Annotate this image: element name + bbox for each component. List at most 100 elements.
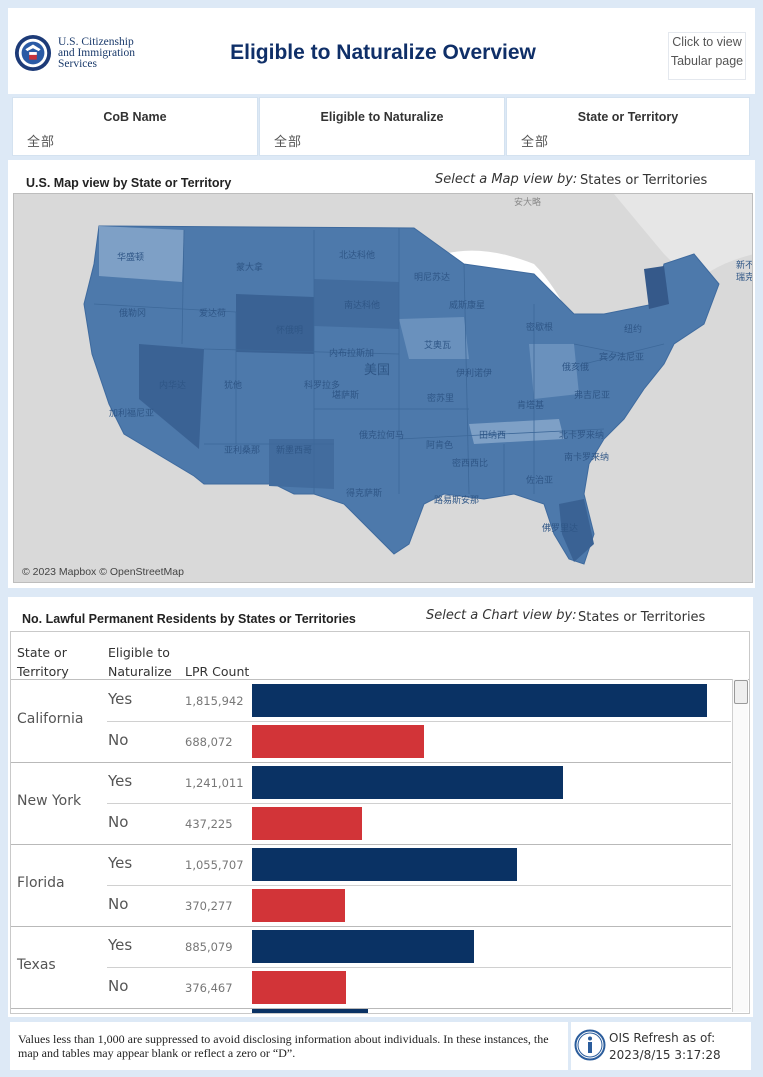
state-divider bbox=[11, 844, 731, 845]
map-label: 怀俄明 bbox=[276, 324, 303, 336]
state-ohio[interactable] bbox=[529, 344, 579, 399]
map-label: 路易斯安那 bbox=[434, 494, 479, 506]
lpr-count: 1,241,011 bbox=[185, 776, 244, 790]
agency-name: U.S. Citizenship and Immigration Service… bbox=[58, 36, 135, 70]
row-divider bbox=[107, 721, 731, 722]
map-label: 宾夕法尼亚 bbox=[599, 351, 644, 363]
row-divider bbox=[107, 967, 731, 968]
state-new-mexico[interactable] bbox=[269, 439, 334, 489]
chart-view-select[interactable]: States or Territories bbox=[578, 610, 706, 625]
map-label: 密西西比 bbox=[452, 457, 488, 469]
eligible-label: No bbox=[108, 895, 129, 913]
map-title: U.S. Map view by State or Territory bbox=[26, 176, 232, 190]
state-divider bbox=[11, 926, 731, 927]
map-label: 伊利诺伊 bbox=[456, 367, 492, 379]
map-label: 美国 bbox=[364, 363, 390, 378]
filter-eligible-value[interactable]: 全部 bbox=[274, 134, 303, 149]
page-title: Eligible to Naturalize Overview bbox=[230, 41, 536, 64]
map-label: 得克萨斯 bbox=[346, 487, 382, 499]
column-header-lpr-count: LPR Count bbox=[185, 664, 250, 679]
map-label: 亚利桑那 bbox=[224, 444, 260, 456]
state-label: New York bbox=[17, 793, 82, 809]
info-icon[interactable] bbox=[574, 1029, 606, 1061]
map-label: 肯塔基 bbox=[517, 399, 544, 411]
map-label: 弗吉尼亚 bbox=[574, 389, 610, 401]
dhs-seal-icon bbox=[14, 34, 52, 72]
map-label: 内布拉斯加 bbox=[329, 347, 374, 359]
filter-state[interactable]: State or Territory 全部 bbox=[506, 97, 750, 156]
state-borders bbox=[93, 228, 665, 495]
map-label: 加利福尼亚 bbox=[109, 407, 154, 419]
suppression-note: Values less than 1,000 are suppressed to… bbox=[18, 1032, 549, 1060]
bar-eligible-yes[interactable] bbox=[252, 848, 517, 881]
state-divider bbox=[11, 1008, 731, 1009]
bar-eligible-no[interactable] bbox=[252, 971, 346, 1004]
eligible-label: No bbox=[108, 731, 129, 749]
state-label: California bbox=[17, 711, 84, 727]
map-label: 威斯康星 bbox=[449, 299, 485, 311]
map-label: 北达科他 bbox=[339, 249, 375, 261]
filter-eligible[interactable]: Eligible to Naturalize 全部 bbox=[259, 97, 505, 156]
map-label: 华盛顿 bbox=[117, 251, 144, 263]
row-divider bbox=[107, 803, 731, 804]
state-wyoming[interactable] bbox=[236, 294, 314, 354]
map-label: 蒙大拿 bbox=[236, 261, 263, 273]
map-label: 瑞克省 bbox=[736, 271, 753, 283]
map-label: 佐治亚 bbox=[526, 474, 553, 486]
tabular-view-button[interactable]: Click to view Tabular page bbox=[668, 32, 746, 80]
state-tennessee[interactable] bbox=[469, 419, 564, 444]
bar-eligible-no[interactable] bbox=[252, 889, 345, 922]
state-washington[interactable] bbox=[99, 226, 184, 282]
state-iowa[interactable] bbox=[399, 317, 469, 359]
map-label: 北卡罗来纳 bbox=[559, 429, 604, 441]
lpr-count: 370,277 bbox=[185, 899, 233, 913]
state-divider bbox=[11, 762, 731, 763]
state-south-dakota[interactable] bbox=[314, 279, 399, 329]
lpr-count: 885,079 bbox=[185, 940, 233, 954]
state-vermont[interactable] bbox=[644, 266, 669, 309]
lpr-count: 1,055,707 bbox=[185, 858, 244, 872]
lpr-table: State or Territory Eligible to Naturalize … bbox=[10, 631, 750, 1014]
filter-cob-name[interactable]: CoB Name 全部 bbox=[12, 97, 258, 156]
map-label: 新墨西哥 bbox=[276, 444, 312, 456]
lpr-count: 1,815,942 bbox=[185, 694, 244, 708]
map-label: 堪萨斯 bbox=[332, 389, 359, 401]
bar-eligible-yes[interactable] bbox=[252, 766, 563, 799]
map-label: 田纳西 bbox=[479, 429, 506, 441]
map-attribution: © 2023 Mapbox © OpenStreetMap bbox=[22, 566, 184, 578]
map-label: 俄勒冈 bbox=[119, 307, 146, 319]
map-label: 艾奥瓦 bbox=[424, 339, 451, 351]
map-label: 犹他 bbox=[224, 379, 242, 391]
state-florida[interactable] bbox=[559, 499, 594, 562]
map-label: 阿肯色 bbox=[426, 439, 453, 451]
filter-cob-value[interactable]: 全部 bbox=[27, 134, 56, 149]
state-nevada[interactable] bbox=[139, 344, 204, 449]
map-label: 南卡罗来纳 bbox=[564, 451, 609, 463]
map-label: 佛罗里达 bbox=[542, 522, 578, 534]
bar-next-state-partial bbox=[252, 1009, 368, 1013]
map-label: 明尼苏达 bbox=[414, 271, 450, 283]
eligible-label: Yes bbox=[108, 690, 133, 708]
bar-eligible-no[interactable] bbox=[252, 807, 362, 840]
chart-title: No. Lawful Permanent Residents by States… bbox=[22, 612, 356, 626]
map-label: 密苏里 bbox=[427, 392, 454, 404]
column-header-eligible: Eligible to Naturalize bbox=[108, 645, 172, 679]
map-label: 内华达 bbox=[159, 379, 186, 391]
scroll-thumb[interactable] bbox=[734, 680, 748, 704]
header-divider bbox=[11, 679, 749, 680]
header: U.S. Citizenship and Immigration Service… bbox=[8, 8, 755, 94]
map-view-select[interactable]: States or Territories bbox=[580, 173, 708, 188]
footnote-panel: Values less than 1,000 are suppressed to… bbox=[10, 1022, 568, 1070]
bar-eligible-yes[interactable] bbox=[252, 930, 474, 963]
refresh-info: OIS Refresh as of: 2023/8/15 3:17:28 bbox=[609, 1031, 721, 1062]
bar-eligible-yes[interactable] bbox=[252, 684, 707, 717]
eligible-label: No bbox=[108, 977, 129, 995]
filter-state-value[interactable]: 全部 bbox=[521, 134, 550, 149]
map-label: 科罗拉多 bbox=[304, 379, 340, 391]
map-label: 俄亥俄 bbox=[562, 361, 589, 373]
bar-eligible-no[interactable] bbox=[252, 725, 424, 758]
table-scrollbar[interactable] bbox=[732, 679, 748, 1012]
map-label: 俄克拉何马 bbox=[359, 429, 404, 441]
